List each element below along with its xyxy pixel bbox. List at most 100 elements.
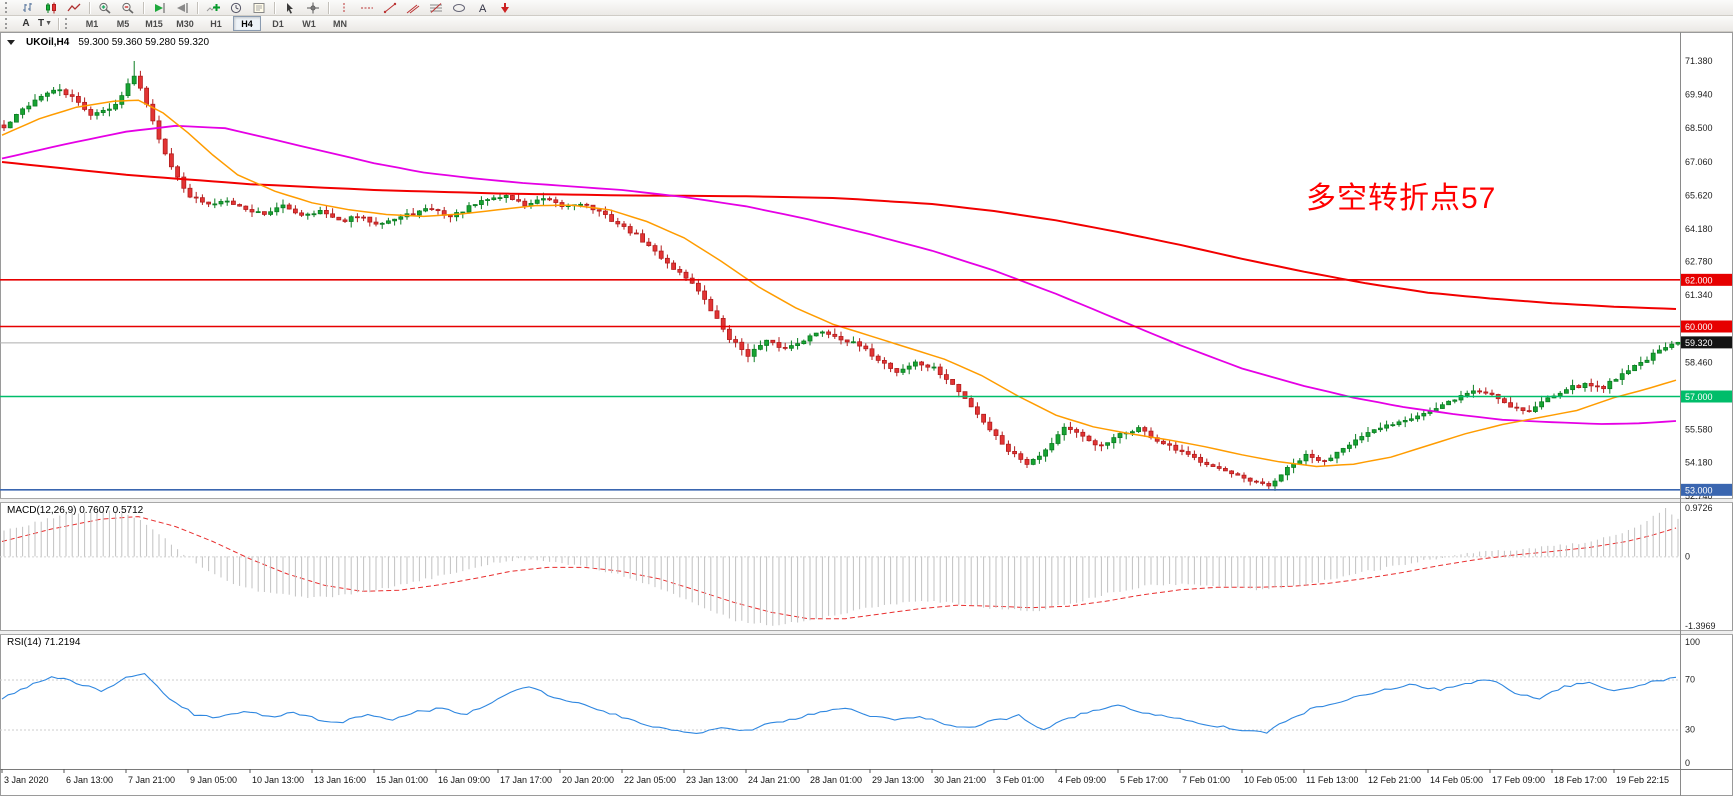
timeframe-m30-button[interactable]: M30	[176, 18, 194, 29]
arrow-object-icon	[498, 2, 512, 14]
macd-histogram	[3, 508, 1679, 626]
chevron-down-icon: ▼	[45, 20, 53, 27]
svg-text:17 Feb 09:00: 17 Feb 09:00	[1492, 775, 1545, 785]
timeframe-mn-button[interactable]: MN	[333, 18, 347, 29]
svg-text:59.320: 59.320	[1685, 338, 1713, 348]
bar-chart-icon	[21, 2, 35, 14]
vertical-line-button[interactable]	[333, 0, 355, 16]
chart-header: UKOil,H4 59.300 59.360 59.280 59.320	[7, 37, 209, 48]
cursor-button[interactable]	[279, 0, 301, 16]
candlestick-chart-icon	[44, 2, 58, 14]
horizontal-line-button[interactable]	[356, 0, 378, 16]
text-tool-icon: A	[475, 2, 489, 14]
svg-text:4 Feb 09:00: 4 Feb 09:00	[1058, 775, 1106, 785]
svg-text:70: 70	[1685, 675, 1695, 685]
toolbar-separator	[274, 1, 275, 14]
svg-text:-1.3969: -1.3969	[1685, 621, 1716, 631]
svg-text:67.060: 67.060	[1685, 157, 1713, 167]
svg-text:24 Jan 21:00: 24 Jan 21:00	[748, 775, 800, 785]
svg-text:11 Feb 13:00: 11 Feb 13:00	[1306, 775, 1358, 785]
text-object-button[interactable]: T ▼	[36, 17, 54, 31]
svg-text:7 Jan 21:00: 7 Jan 21:00	[128, 775, 175, 785]
periods-button[interactable]	[225, 0, 247, 16]
text-label-button[interactable]: A	[22, 18, 30, 29]
macd-indicator: 0.9726 0 -1.3969	[0, 503, 1716, 631]
line-chart-button[interactable]	[63, 0, 85, 16]
text-tool-button[interactable]: A	[471, 0, 493, 16]
ellipse-icon	[452, 2, 466, 14]
svg-text:5 Feb 17:00: 5 Feb 17:00	[1120, 775, 1168, 785]
svg-text:30 Jan 21:00: 30 Jan 21:00	[934, 775, 986, 785]
auto-scroll-button[interactable]	[148, 0, 170, 16]
toolbar-grip[interactable]	[5, 18, 12, 29]
svg-text:57.000: 57.000	[1685, 392, 1713, 402]
horizontal-level-lines[interactable]: 62.000 60.000 57.000 53.000	[0, 273, 1732, 496]
zoom-in-button[interactable]	[94, 0, 116, 16]
svg-text:65.620: 65.620	[1685, 190, 1713, 200]
equidistant-channel-icon	[406, 2, 420, 14]
ma-fast-line[interactable]	[1, 99, 1677, 468]
equidistant-channel-button[interactable]	[402, 0, 424, 16]
timeframe-h1-button[interactable]: H1	[210, 18, 222, 29]
macd-indicator-label: MACD(12,26,9) 0.7607 0.5712	[7, 505, 144, 516]
svg-text:3 Feb 01:00: 3 Feb 01:00	[996, 775, 1044, 785]
svg-text:71.380: 71.380	[1685, 56, 1713, 66]
svg-text:0: 0	[1685, 758, 1690, 768]
timeframe-m1-button[interactable]: M1	[85, 18, 99, 29]
timeframe-d1-button[interactable]: D1	[272, 18, 284, 29]
indicators-button[interactable]	[202, 0, 224, 16]
ma-medium-line[interactable]	[1, 124, 1677, 425]
crosshair-button[interactable]	[302, 0, 324, 16]
chart-shift-button[interactable]	[171, 0, 193, 16]
fibonacci-button[interactable]	[425, 0, 447, 16]
arrow-object-button[interactable]	[494, 0, 516, 16]
horizontal-line-icon	[360, 2, 374, 14]
templates-button[interactable]	[248, 0, 270, 16]
toolbar-separator	[89, 1, 90, 14]
svg-text:53.000: 53.000	[1685, 485, 1713, 495]
ellipse-button[interactable]	[448, 0, 470, 16]
svg-text:16 Jan 09:00: 16 Jan 09:00	[438, 775, 490, 785]
indicators-icon	[206, 2, 220, 14]
svg-text:12 Feb 21:00: 12 Feb 21:00	[1368, 775, 1421, 785]
chart-frame	[0, 32, 1733, 796]
toolbar-separator	[328, 1, 329, 14]
rsi-indicator: 100 70 30 0	[0, 637, 1700, 768]
toolbar-row-2: A T ▼ M1 M5 M15 M30 H1 H4 D1 W1 MN	[0, 16, 1733, 32]
svg-text:62.000: 62.000	[1685, 275, 1713, 285]
chart-window[interactable]: 71.380 69.940 68.500 67.060 65.620 64.180 62.7…	[0, 32, 1733, 796]
auto-scroll-icon	[152, 2, 166, 14]
symbol-dropdown-icon[interactable]	[7, 40, 15, 45]
zoom-out-icon	[121, 2, 135, 14]
svg-text:28 Jan 01:00: 28 Jan 01:00	[810, 775, 862, 785]
templates-icon	[252, 2, 266, 14]
chart-canvas[interactable]: 71.380 69.940 68.500 67.060 65.620 64.180 62.7…	[0, 32, 1733, 796]
rsi-line	[1, 673, 1677, 734]
chart-annotation-text[interactable]: 多空转折点57	[1306, 182, 1497, 215]
toolbar-grip[interactable]	[5, 2, 12, 13]
svg-text:13 Jan 16:00: 13 Jan 16:00	[314, 775, 366, 785]
svg-text:62.780: 62.780	[1685, 257, 1713, 267]
svg-text:60.000: 60.000	[1685, 322, 1713, 332]
toolbar-row-1: A	[0, 0, 1733, 16]
timeframe-w1-button[interactable]: W1	[302, 18, 316, 29]
fibonacci-icon	[429, 2, 443, 14]
timeframe-m5-button[interactable]: M5	[116, 18, 130, 29]
svg-text:10 Feb 05:00: 10 Feb 05:00	[1244, 775, 1297, 785]
ohlc-readout: 59.300 59.360 59.280 59.320	[78, 37, 210, 48]
zoom-out-button[interactable]	[117, 0, 139, 16]
crosshair-icon	[306, 2, 320, 14]
ma-slow-line[interactable]	[1, 161, 1677, 310]
timeframe-m15-button[interactable]: M15	[145, 18, 163, 29]
svg-text:18 Feb 17:00: 18 Feb 17:00	[1554, 775, 1607, 785]
bar-chart-button[interactable]	[17, 0, 39, 16]
svg-text:61.340: 61.340	[1685, 290, 1713, 300]
toolbar-grip[interactable]	[65, 18, 72, 29]
svg-text:23 Jan 13:00: 23 Jan 13:00	[686, 775, 738, 785]
timeframe-h4-button[interactable]: H4	[233, 16, 261, 31]
candlestick-chart-button[interactable]	[40, 0, 62, 16]
trendline-button[interactable]	[379, 0, 401, 16]
periods-icon	[229, 2, 243, 14]
svg-text:100: 100	[1685, 637, 1700, 647]
svg-text:52.740: 52.740	[1685, 491, 1713, 501]
